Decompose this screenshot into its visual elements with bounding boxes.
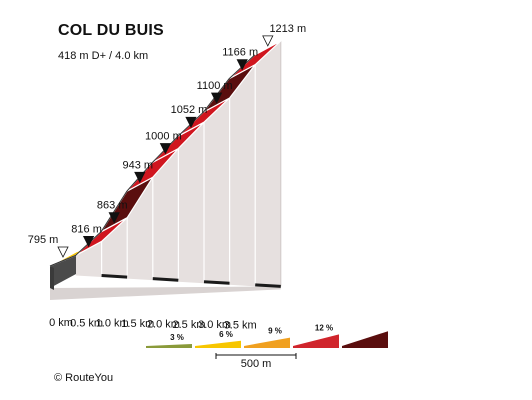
distance-tick-label: 3.0 km (198, 319, 231, 331)
legend-swatch (195, 340, 241, 348)
distance-tick-labels: 0 km0.5 km1.0 km1.5 km2.0 km2.5 km3.0 km… (49, 317, 257, 331)
chart-subtitle: 418 m D+ / 4.0 km (58, 50, 149, 62)
base-dash (152, 277, 179, 282)
base-dash (127, 275, 153, 281)
elevation-markers: 795 m 816 m 863 m 943 m 1000 m 1052 m 1100 m 11… (28, 23, 306, 258)
elevation-label: 1100 m (197, 80, 233, 92)
base-dash (75, 272, 102, 278)
elevation-label: 795 m (28, 234, 59, 246)
elevation-label: 943 m (123, 159, 154, 171)
elevation-label: 1052 m (171, 104, 208, 116)
profile-base (50, 252, 281, 288)
legend-label: 6 % (219, 330, 233, 339)
elevation-label: 1000 m (145, 130, 182, 142)
elevation-label: 863 m (97, 200, 128, 212)
elevation-marker (134, 171, 146, 184)
routeyou-credit: © RouteYou (54, 372, 114, 384)
distance-tick-label: 0 km (49, 317, 73, 329)
ribbon-front-edge (49, 54, 256, 267)
legend-label: 3 % (170, 333, 184, 342)
distance-tick-label: 3.5 km (224, 319, 257, 331)
floor-shadow (50, 286, 281, 300)
elevation-marker (185, 116, 197, 129)
elevation-label: 1213 m (269, 23, 306, 35)
legend-swatch (244, 337, 290, 348)
profile-walls (76, 40, 282, 287)
gradient-legend: 3 % 6 % 9 % 12 % 500 m (146, 323, 388, 370)
base-dash (178, 278, 205, 284)
legend-label: 9 % (268, 327, 282, 336)
elevation-marker (57, 246, 69, 258)
chart-title: COL DU BUIS (58, 22, 164, 39)
distance-tick-label: 1.0 km (96, 318, 129, 330)
legend-swatch (293, 334, 339, 348)
base-dash (229, 281, 256, 287)
elevation-marker (82, 235, 95, 248)
start-block-front (50, 252, 76, 288)
elevation-marker (236, 59, 248, 71)
distance-tick-label: 0.5 km (70, 317, 103, 329)
elevation-marker (159, 143, 172, 155)
elevation-marker (108, 212, 120, 224)
elevation-marker (262, 35, 274, 47)
elevation-label: 1166 m (222, 47, 258, 59)
legend-swatch (146, 344, 192, 348)
distance-tick-label: 1.5 km (121, 318, 154, 330)
elevation-marker (210, 92, 223, 104)
base-dash (255, 283, 281, 288)
base-dash (203, 280, 230, 285)
elevation-label: 816 m (71, 223, 102, 235)
scale-bar-label: 500 m (241, 358, 272, 370)
legend-label: 12 % (315, 323, 333, 332)
start-block-side (50, 266, 54, 290)
distance-tick-label: 2.5 km (172, 319, 205, 331)
legend-swatch (342, 331, 388, 348)
base-dash (101, 274, 128, 279)
profile-floor (50, 286, 281, 300)
distance-tick-label: 2.0 km (147, 318, 180, 330)
